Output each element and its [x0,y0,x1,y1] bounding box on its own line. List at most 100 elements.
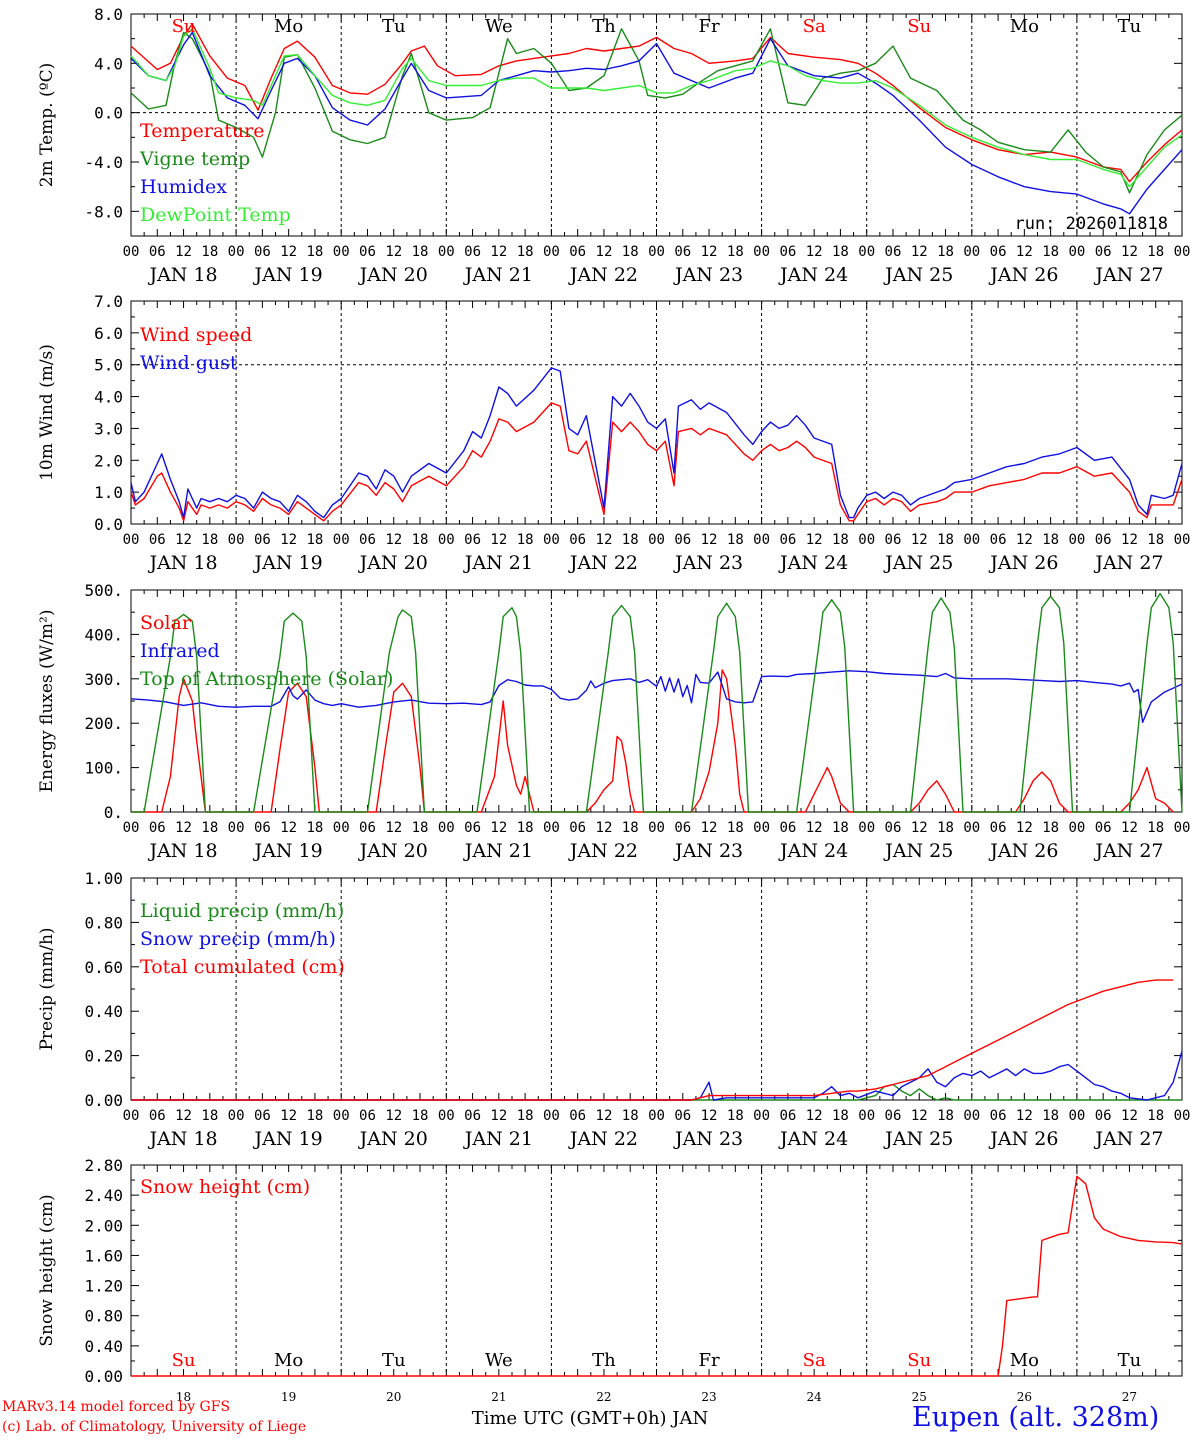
series-line-1 [131,1051,1183,1101]
x-tick-label: 00 [858,820,875,836]
legend-entry: Snow precip (mm/h) [140,928,336,950]
x-tick-label: 18 [937,1108,954,1124]
x-tick-label: 06 [674,820,691,836]
x-tick-label: 18 [622,244,639,260]
x-tick-label: 06 [359,1108,376,1124]
y-tick-label: 1.00 [84,869,123,888]
date-label: 25 [912,1390,927,1404]
legend-entry: Vigne temp [139,148,250,170]
date-label: JAN 21 [463,552,533,574]
x-tick-label: 18 [1147,820,1164,836]
y-tick-label: 6.0 [94,324,123,343]
legend-entry: Liquid precip (mm/h) [140,900,344,922]
x-tick-label: 18 [937,820,954,836]
x-tick-label: 00 [123,1108,140,1124]
date-label: JAN 27 [1093,1128,1163,1150]
x-tick-label: 00 [753,1108,770,1124]
x-tick-label: 18 [832,532,849,548]
x-tick-label: 18 [1147,1108,1164,1124]
x-tick-label: 00 [1068,1108,1085,1124]
weekday-label: Th [592,1350,616,1371]
date-label: JAN 23 [673,264,743,286]
x-tick-label: 00 [438,244,455,260]
weekday-label: Mo [1010,1350,1039,1371]
weekday-label: Fr [699,1350,720,1371]
legend-entry: Wind gust [140,352,238,374]
weekday-label: We [485,1350,513,1371]
series-line-1 [130,670,1183,723]
x-tick-label: 12 [701,1108,718,1124]
x-tick-label: 06 [990,532,1007,548]
y-tick-label: 0.20 [84,1047,123,1066]
x-tick-label: 06 [990,1108,1007,1124]
date-label: 26 [1017,1390,1032,1404]
y-tick-label: -4.0 [84,153,123,172]
x-tick-label: 00 [228,244,245,260]
x-tick-label: 12 [911,820,928,836]
y-axis-label: Precip (mm/h) [37,927,57,1050]
x-tick-label: 06 [254,244,271,260]
x-tick-label: 00 [543,532,560,548]
x-tick-label: 06 [885,532,902,548]
x-tick-label: 12 [490,244,507,260]
x-tick-label: 12 [280,820,297,836]
x-tick-label: 06 [779,1108,796,1124]
x-tick-label: 00 [333,532,350,548]
x-tick-label: 18 [517,532,534,548]
date-label: JAN 26 [988,840,1058,862]
x-tick-label: 18 [412,1108,429,1124]
x-tick-label: 00 [648,532,665,548]
x-tick-label: 06 [990,244,1007,260]
series-line-0 [131,1083,1182,1101]
y-tick-label: 5.0 [94,356,123,375]
y-tick-label: 2.00 [84,1216,123,1235]
x-tick-label: 06 [674,532,691,548]
x-tick-label: 06 [1095,244,1112,260]
run-annotation: run: 2026011818 [1014,214,1168,234]
x-tick-label: 12 [1016,532,1033,548]
y-tick-label: 0.0 [94,104,123,123]
x-tick-label: 18 [937,244,954,260]
x-tick-label: 00 [123,820,140,836]
x-tick-label: 18 [622,532,639,548]
weekday-label: Tu [1118,16,1142,37]
weekday-label: Th [592,16,616,37]
weekday-label: Su [172,1350,196,1371]
y-tick-label: 2.40 [84,1186,123,1205]
x-tick-label: 12 [1016,1108,1033,1124]
x-tick-label: 12 [175,820,192,836]
x-tick-label: 18 [727,244,744,260]
y-tick-label: 7.0 [94,292,123,311]
y-axis-label: 2m Temp. (ºC) [37,63,57,188]
y-tick-label: 3.0 [94,419,123,438]
x-tick-label: 18 [201,244,218,260]
y-tick-label: 0.0 [94,515,123,534]
series-line-3 [130,28,1183,188]
y-tick-label: 2.0 [94,451,123,470]
x-tick-label: 18 [1042,244,1059,260]
x-tick-label: 18 [832,820,849,836]
x-tick-label: 00 [858,244,875,260]
x-tick-label: 00 [333,244,350,260]
x-tick-label: 18 [201,1108,218,1124]
date-label: JAN 19 [253,552,323,574]
date-label: JAN 25 [883,264,953,286]
y-tick-label: 1.0 [94,483,123,502]
x-tick-label: 18 [517,1108,534,1124]
legend-entry: Wind speed [140,324,252,346]
date-label: JAN 23 [673,840,743,862]
date-label: JAN 20 [358,552,428,574]
series-line-1 [130,28,1183,194]
x-tick-label: 18 [937,532,954,548]
series-line-2 [131,592,1183,813]
weekday-label: Mo [274,16,303,37]
x-tick-label: 06 [254,532,271,548]
x-tick-label: 06 [359,820,376,836]
x-tick-label: 00 [543,244,560,260]
x-tick-label: 12 [596,820,613,836]
x-tick-label: 00 [543,820,560,836]
x-tick-label: 06 [359,244,376,260]
y-tick-label: 100. [84,759,123,778]
x-tick-label: 06 [464,820,481,836]
x-tick-label: 06 [779,532,796,548]
